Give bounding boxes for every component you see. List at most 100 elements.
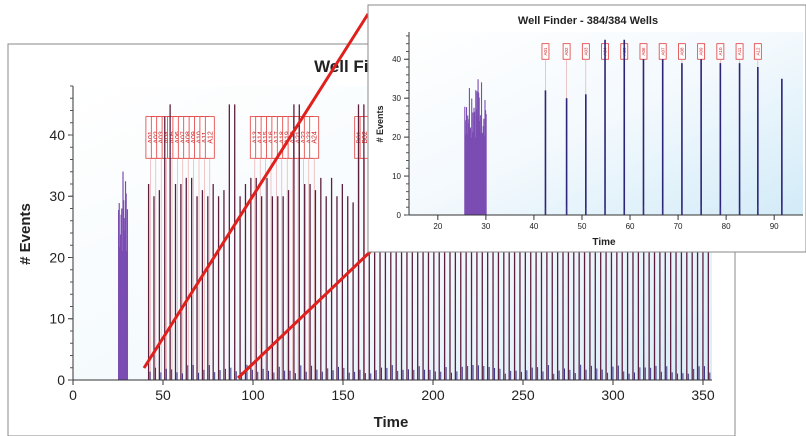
burst-bar: [471, 132, 473, 215]
y-tick-label: 10: [392, 172, 401, 181]
x-tick-label: 60: [626, 222, 635, 231]
well-label: A11: [737, 47, 742, 55]
x-tick-label: 300: [601, 387, 625, 403]
burst-bar: [123, 217, 125, 380]
burst-bar: [471, 98, 473, 215]
burst-bar: [479, 121, 481, 215]
burst-bar: [469, 129, 471, 215]
y-tick-label: 30: [392, 94, 401, 103]
y-tick-label: 30: [49, 188, 65, 204]
x-tick-label: 100: [241, 387, 265, 403]
x-tick-label: 80: [722, 222, 731, 231]
inset-y-ticks: 0 10 20 30 40: [392, 35, 409, 220]
x-tick-label: 50: [578, 222, 587, 231]
x-tick-label: 50: [155, 387, 171, 403]
burst-bar: [123, 200, 125, 380]
burst-bar: [122, 171, 124, 380]
x-tick-label: 200: [421, 387, 445, 403]
burst-bar: [126, 209, 129, 380]
callout-line-left: [142, 13, 370, 369]
burst-bar: [124, 230, 126, 380]
burst-bar: [482, 133, 484, 215]
x-tick-label: 30: [481, 222, 490, 231]
inset-x-axis-label: Time: [592, 237, 616, 248]
main-x-axis-label: Time: [374, 414, 409, 431]
burst-bar: [120, 214, 122, 380]
inset-y-axis-label: # Events: [375, 105, 385, 142]
burst-bar: [124, 181, 127, 380]
x-tick-label: 150: [331, 387, 355, 403]
y-tick-label: 0: [57, 372, 65, 388]
burst-bar: [482, 126, 484, 215]
main-y-axis-label: # Events: [17, 203, 34, 265]
well-label: A06: [641, 47, 646, 56]
well-label: A12: [755, 47, 760, 56]
burst-bar: [121, 208, 123, 380]
burst-bar: [467, 123, 469, 215]
y-tick-label: 20: [392, 133, 401, 142]
well-label: A01: [543, 47, 548, 56]
burst-bar: [473, 107, 475, 215]
burst-bar: [119, 234, 122, 380]
burst-bar: [472, 131, 475, 215]
well-label: A24: [312, 131, 319, 144]
burst-bar: [121, 250, 123, 380]
burst-bar: [485, 110, 487, 215]
burst-bar: [476, 91, 478, 215]
well-label: A12: [207, 131, 214, 144]
burst-bar: [126, 251, 128, 380]
burst-bar: [465, 107, 468, 215]
y-tick-label: 40: [392, 55, 401, 64]
burst-bar: [475, 109, 477, 215]
y-tick-label: 0: [397, 211, 402, 220]
burst-bar: [480, 133, 482, 215]
inset-chart-title: Well Finder - 384/384 Wells: [518, 15, 658, 27]
well-label: A07: [660, 47, 665, 56]
main-x-ticks: 0 50 100 150 200 250 300 350: [69, 380, 715, 403]
inset-chart: Well Finder - 384/384 Wells A01A02A03A04…: [367, 4, 806, 253]
y-tick-label: 40: [49, 127, 65, 143]
burst-bar: [481, 132, 483, 215]
well-label: A09: [699, 47, 704, 56]
main-well-labels: A01A02A03A04A05A06A07A08A09A10A11A12A13A…: [145, 116, 370, 380]
main-y-ticks: 0 10 20 30 40: [49, 85, 73, 388]
burst-bar: [485, 114, 487, 215]
burst-bar: [468, 119, 470, 215]
burst-bar: [483, 136, 485, 215]
burst-bar: [478, 97, 480, 215]
well-label: A10: [718, 47, 723, 56]
x-tick-label: 0: [69, 387, 77, 403]
x-tick-label: 40: [529, 222, 538, 231]
burst-bar: [464, 106, 466, 215]
burst-bar: [474, 111, 476, 215]
well-label: A02: [564, 47, 569, 56]
callout-line-right: [236, 248, 374, 380]
burst-bar: [479, 115, 481, 215]
burst-bar: [467, 115, 469, 215]
burst-bar: [466, 133, 468, 215]
inset-bars: [464, 39, 783, 215]
x-tick-label: 350: [691, 387, 715, 403]
x-tick-label: 250: [511, 387, 535, 403]
x-tick-label: 90: [770, 222, 779, 231]
burst-bar: [472, 112, 474, 215]
burst-bar: [118, 203, 120, 380]
burst-bar: [478, 92, 480, 215]
burst-bar: [484, 100, 486, 215]
burst-bar: [480, 82, 483, 215]
burst-bar: [125, 193, 127, 380]
x-tick-label: 70: [674, 222, 683, 231]
well-label: B02: [362, 131, 369, 144]
burst-bar: [464, 134, 466, 215]
burst-bar: [475, 90, 477, 215]
x-tick-label: 20: [433, 222, 442, 231]
burst-bar: [118, 210, 120, 380]
burst-bar: [476, 116, 479, 215]
burst-bar: [470, 137, 472, 215]
well-label: A08: [679, 47, 684, 56]
burst-bar: [483, 118, 485, 215]
burst-bar: [468, 88, 470, 215]
burst-bar: [474, 137, 476, 215]
inset-x-ticks: 20 30 40 50 60 70 80 90: [433, 215, 779, 231]
